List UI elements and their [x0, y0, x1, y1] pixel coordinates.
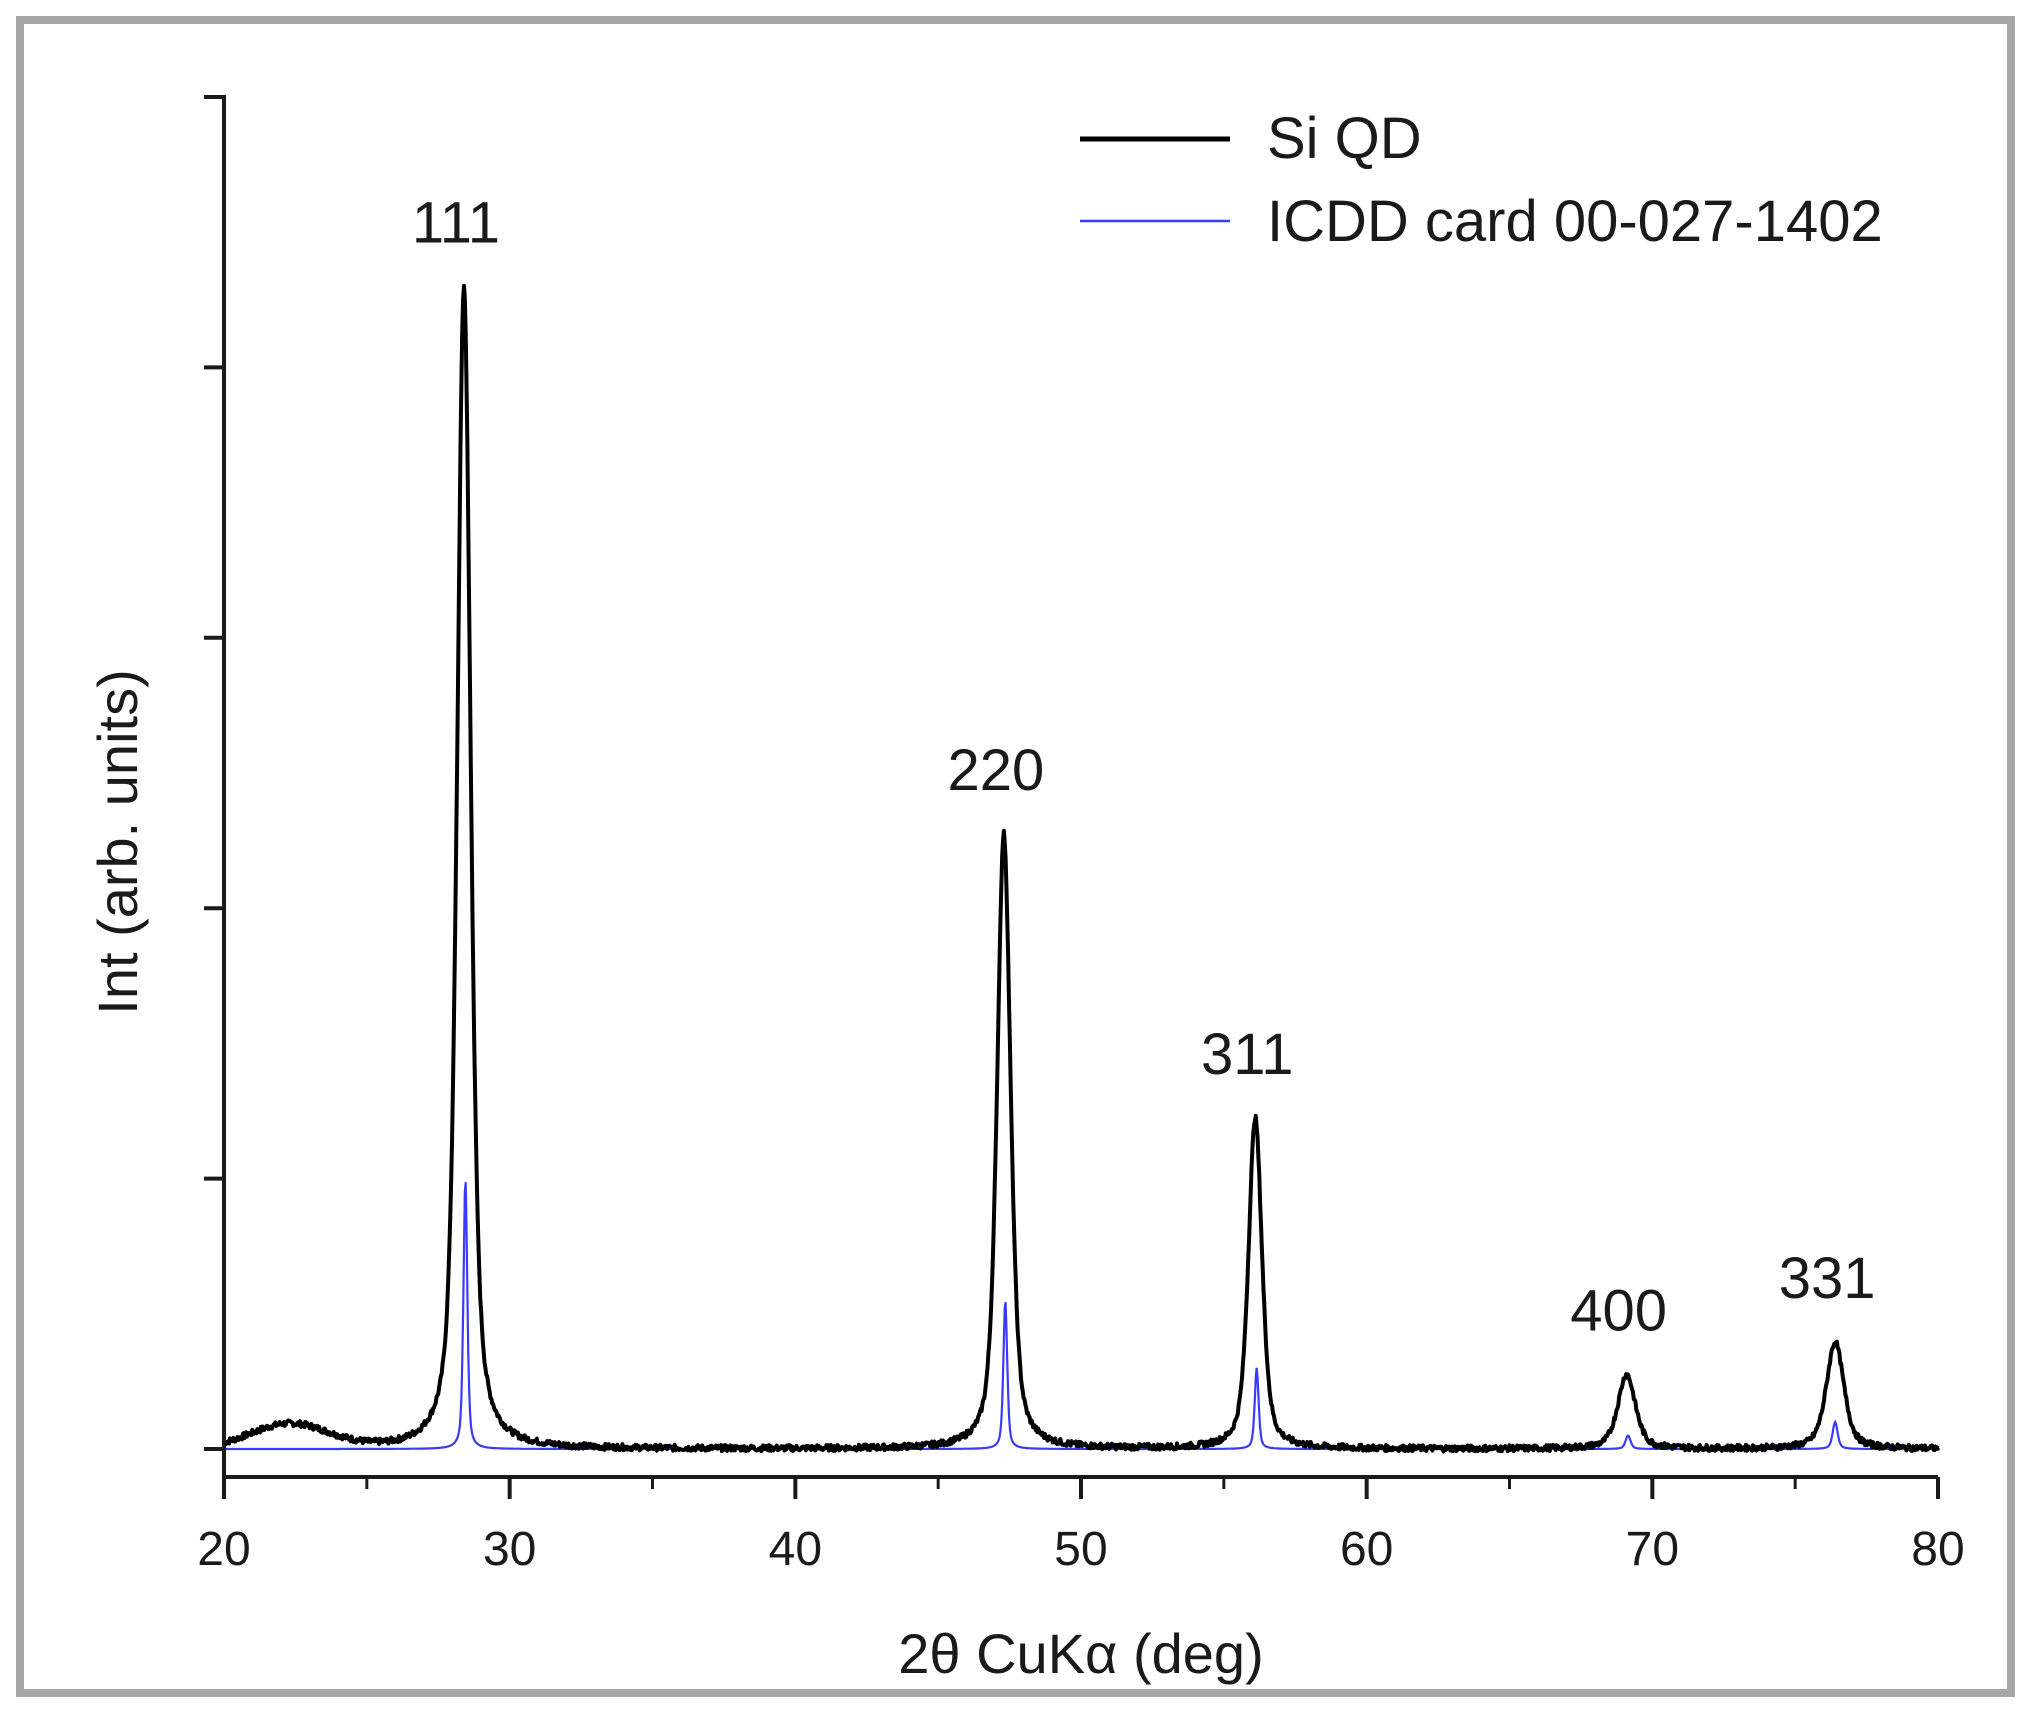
x-tick-label: 20	[197, 1523, 250, 1576]
peak-label-311: 311	[1201, 1022, 1293, 1087]
x-tick-label: 70	[1626, 1523, 1679, 1576]
peak-label-220: 220	[947, 738, 1044, 803]
peak-label-400: 400	[1570, 1279, 1667, 1344]
legend-label-icdd: ICDD card 00-027-1402	[1267, 189, 1883, 254]
x-axis-title: 2θ CuKα (deg)	[898, 1622, 1263, 1685]
x-tick-label: 30	[483, 1523, 536, 1576]
x-tick-label: 40	[769, 1523, 822, 1576]
x-tick-label: 50	[1054, 1523, 1107, 1576]
y-axis-title: Int (arb. units)	[86, 669, 149, 1014]
peak-label-111: 111	[412, 190, 500, 255]
series-line-si-qd	[222, 283, 1940, 1454]
legend-label-si-qd: Si QD	[1267, 106, 1422, 171]
peak-label-331: 331	[1779, 1246, 1876, 1311]
figure-frame	[16, 16, 2015, 1697]
series-line-icdd	[224, 1182, 1938, 1451]
x-tick-label: 80	[1911, 1523, 1964, 1576]
x-tick-label: 60	[1340, 1523, 1393, 1576]
